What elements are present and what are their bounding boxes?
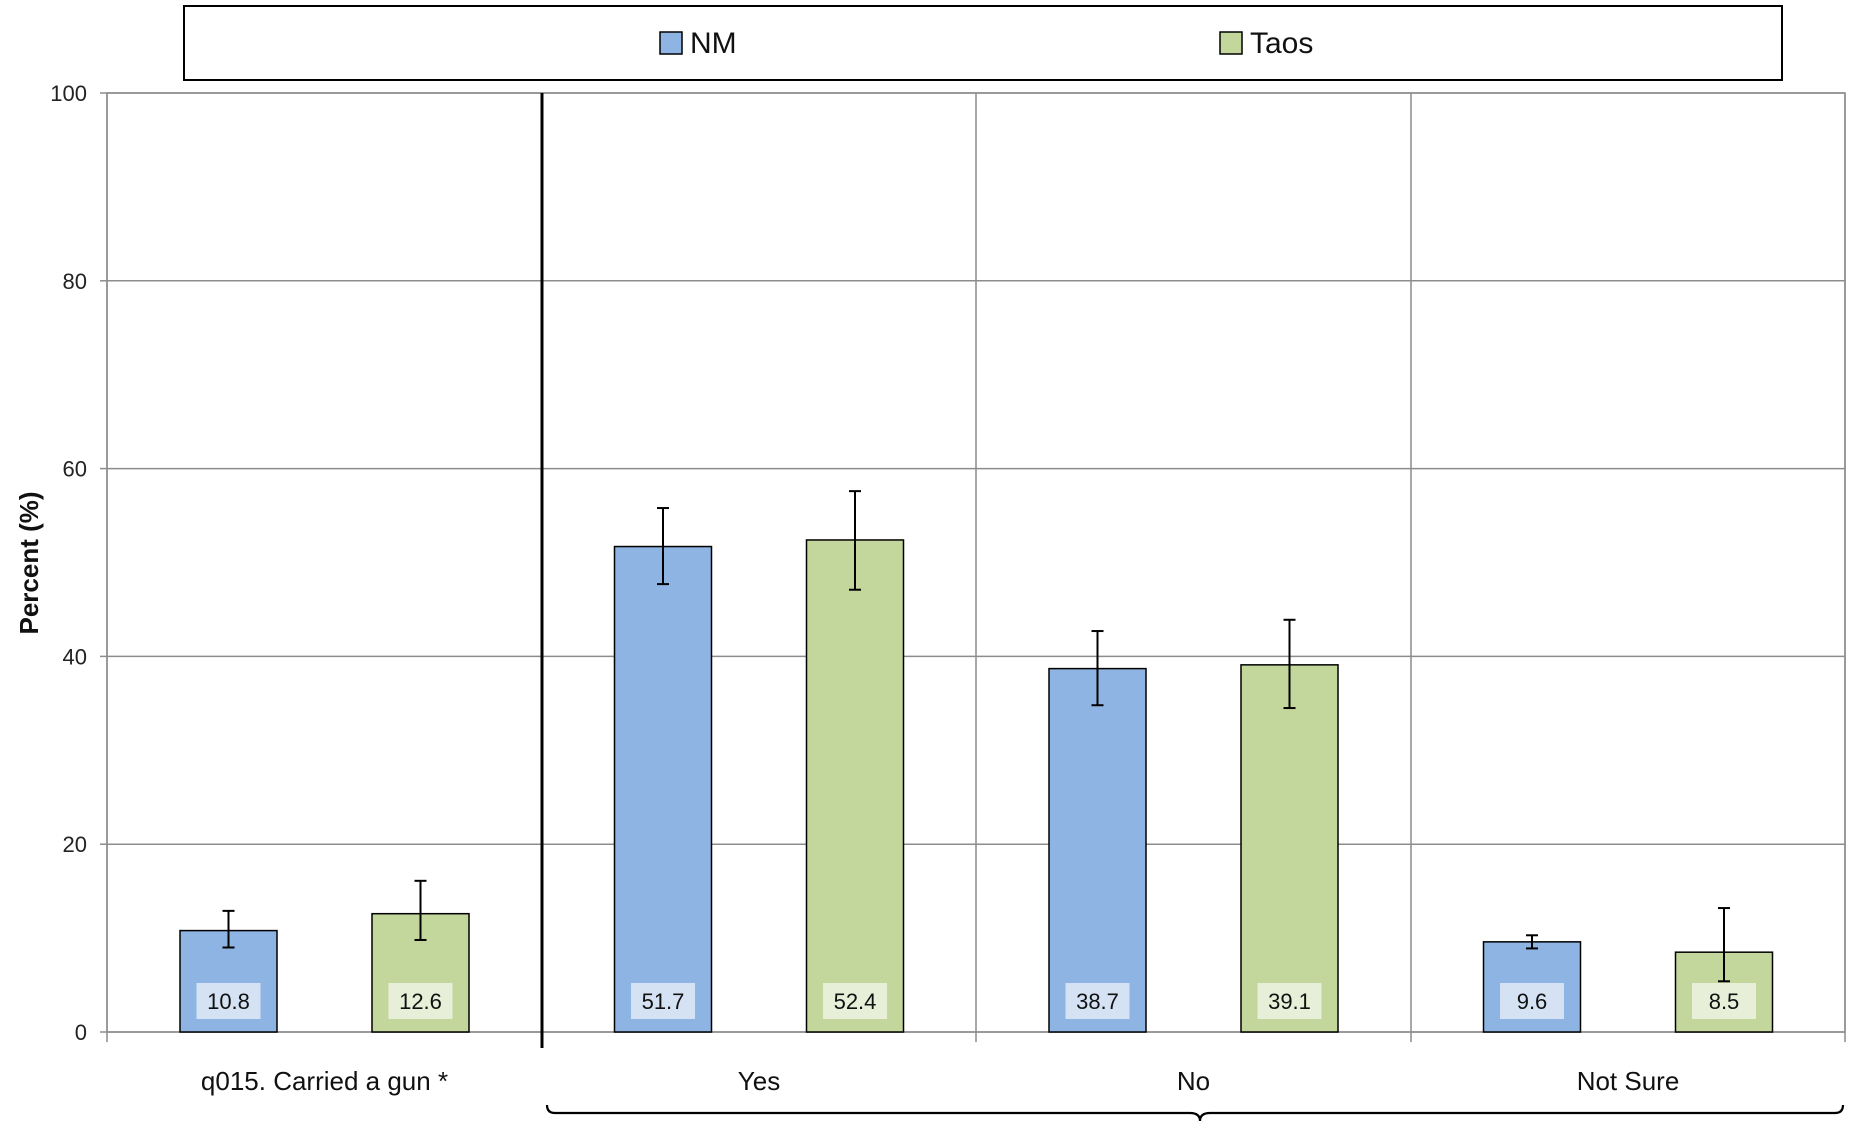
y-tick-label: 0 [75,1020,87,1045]
bar-taos [805,539,905,1033]
bars: 10.8 12.6 51.7 52.4 38.7 39.1 9.6 8.5 [179,490,1774,1033]
y-tick-label: 80 [63,269,87,294]
data-label-box [388,983,453,1019]
y-tick-label: 100 [50,81,87,106]
data-label-box [631,983,695,1019]
y-axis-label: Percent (%) [14,491,44,634]
data-label-box [1692,983,1756,1019]
data-label-box [196,983,261,1019]
response-bracket [545,1104,1845,1122]
bar-taos [1240,664,1339,1033]
legend-label-taos: Taos [1250,27,1313,60]
data-label-box [1257,983,1322,1019]
y-tick-label: 40 [63,644,87,669]
data-label: 10.8 [207,989,250,1014]
legend: NM Taos [183,5,1783,81]
category-label: Yes [738,1066,780,1096]
y-tick-label: 20 [63,832,87,857]
axes: 0 20 40 60 80 100 q015. Carried a gun * Yes No No… [50,81,1845,1122]
category-label: Not Sure [1577,1066,1680,1096]
bar-nm [613,545,713,1033]
legend-swatch-taos [1219,31,1243,55]
y-tick-label: 60 [63,457,87,482]
data-label-box [1500,983,1564,1019]
category-label: No [1177,1066,1210,1096]
data-label: 12.6 [399,989,442,1014]
data-label: 52.4 [834,989,877,1014]
data-label: 51.7 [642,989,685,1014]
legend-label-nm: NM [690,27,737,60]
bar-nm [1048,667,1147,1033]
data-label: 9.6 [1517,989,1548,1014]
data-label: 8.5 [1709,989,1740,1014]
legend-box [183,5,1783,81]
grid [106,92,1846,1042]
data-label: 39.1 [1268,989,1311,1014]
data-label: 38.7 [1076,989,1119,1014]
data-label-box [823,983,887,1019]
category-label: q015. Carried a gun * [201,1066,448,1096]
legend-swatch-nm [659,31,683,55]
data-label-box [1065,983,1130,1019]
